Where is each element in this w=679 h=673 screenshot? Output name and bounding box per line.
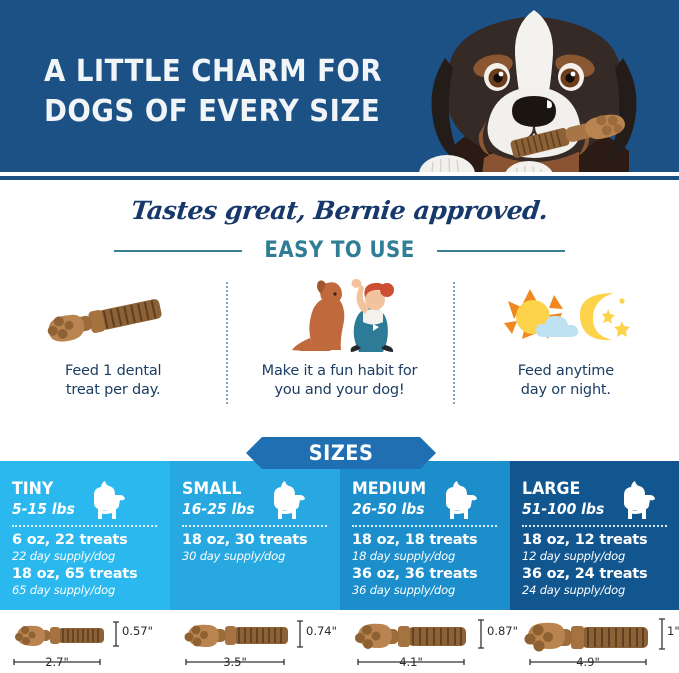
sku-main: 36 oz, 24 treats bbox=[522, 566, 648, 583]
sizes-banner-label: SIZES bbox=[308, 441, 374, 465]
divider-dots bbox=[522, 525, 667, 528]
width-label: 4.1" bbox=[399, 655, 423, 669]
sku-sub: 30 day supply/dog bbox=[182, 548, 286, 563]
size-header: TINY 5-15 lbs bbox=[12, 479, 170, 519]
dog-silhouette-icon bbox=[274, 481, 306, 519]
sku-main: 18 oz, 65 treats bbox=[12, 566, 138, 583]
hero-title-line-2: DOGS OF EVERY SIZE bbox=[44, 93, 381, 129]
rule-right bbox=[437, 249, 566, 252]
divider-dots bbox=[12, 525, 157, 528]
treat-profile-icon bbox=[355, 623, 466, 649]
dimension-lines bbox=[185, 620, 303, 665]
dental-treat-icon bbox=[47, 276, 179, 356]
hero-title: A LITTLE CHARM FOR DOGS OF EVERY SIZE bbox=[44, 52, 403, 132]
measurement-cell-tiny: 0.57" 2.7" bbox=[0, 610, 170, 673]
sku-sub: 65 day supply/dog bbox=[12, 582, 116, 597]
step-item: Feed anytime day or night. bbox=[452, 272, 679, 422]
easy-to-use-title: EASY TO USE bbox=[264, 238, 415, 263]
dimension-lines bbox=[529, 618, 665, 665]
size-columns-row: TINY 5-15 lbs 6 oz, 22 treats 22 day sup… bbox=[0, 461, 679, 610]
measurement-cell-small: 0.74" 3.5" bbox=[170, 610, 340, 673]
bernese-mountain-dog-illustration bbox=[419, 10, 637, 172]
hero-divider-line bbox=[0, 176, 679, 180]
step-caption-line-2: treat per day. bbox=[65, 382, 161, 399]
size-column-large: LARGE 51-100 lbs 18 oz, 12 treats 12 day… bbox=[510, 461, 679, 610]
easy-to-use-header: EASY TO USE bbox=[0, 238, 679, 263]
step-item: Feed 1 dental treat per day. bbox=[0, 272, 226, 422]
step-caption-line-2: day or night. bbox=[520, 382, 611, 399]
divider-dots bbox=[182, 525, 327, 528]
dog-silhouette-icon bbox=[93, 481, 125, 519]
size-name: LARGE bbox=[522, 479, 581, 499]
size-name: MEDIUM bbox=[352, 479, 427, 499]
sku-main: 36 oz, 36 treats bbox=[352, 566, 478, 583]
sku-item: 6 oz, 22 treats 22 day supply/dog bbox=[12, 532, 170, 563]
dog-silhouette-icon bbox=[445, 481, 477, 519]
steps-row: Feed 1 dental treat per day. bbox=[0, 272, 679, 422]
step-item: Make it a fun habit for you and your dog… bbox=[226, 272, 452, 422]
width-label: 3.5" bbox=[223, 655, 247, 669]
height-label: 0.57" bbox=[122, 624, 153, 638]
sku-main: 18 oz, 12 treats bbox=[522, 532, 648, 549]
sku-sub: 36 day supply/dog bbox=[352, 582, 456, 597]
treat-profile-icon bbox=[184, 624, 288, 647]
measurements-row: 0.57" 2.7" 0.74" 3.5" bbox=[0, 610, 679, 673]
size-name: SMALL bbox=[182, 479, 242, 499]
sku-item: 36 oz, 24 treats 24 day supply/dog bbox=[522, 566, 679, 597]
sku-sub: 18 day supply/dog bbox=[352, 548, 456, 563]
dog-silhouette-icon bbox=[624, 481, 656, 519]
tagline: Tastes great, Bernie approved. bbox=[129, 196, 550, 225]
measurement-cell-large: 1" 4.9" bbox=[510, 610, 679, 673]
sku-item: 36 oz, 36 treats 36 day supply/dog bbox=[352, 566, 510, 597]
width-label: 4.9" bbox=[576, 655, 600, 669]
sku-sub: 12 day supply/dog bbox=[522, 548, 626, 563]
sku-item: 18 oz, 65 treats 65 day supply/dog bbox=[12, 566, 170, 597]
size-column-medium: MEDIUM 26-50 lbs 18 oz, 18 treats 18 day… bbox=[340, 461, 510, 610]
step-caption: Feed anytime day or night. bbox=[518, 362, 614, 400]
step-caption-line-1: Make it a fun habit for bbox=[261, 363, 418, 379]
treat-profile-icon bbox=[524, 622, 648, 652]
sku-sub: 24 day supply/dog bbox=[522, 582, 626, 597]
sku-item: 18 oz, 18 treats 18 day supply/dog bbox=[352, 532, 510, 563]
sku-main: 6 oz, 22 treats bbox=[12, 532, 128, 549]
size-column-small: SMALL 16-25 lbs 18 oz, 30 treats 30 day … bbox=[170, 461, 340, 610]
sku-item: 18 oz, 12 treats 12 day supply/dog bbox=[522, 532, 679, 563]
size-header: SMALL 16-25 lbs bbox=[182, 479, 340, 519]
dimension-lines bbox=[13, 621, 119, 665]
treat-profile-icon bbox=[15, 625, 104, 646]
size-header: MEDIUM 26-50 lbs bbox=[352, 479, 510, 519]
measurement-cell-medium: 0.87" 4.1" bbox=[340, 610, 518, 673]
size-weight: 16-25 lbs bbox=[182, 499, 255, 518]
sku-sub: 22 day supply/dog bbox=[12, 548, 116, 563]
sizes-banner: SIZES bbox=[246, 437, 436, 469]
step-caption-line-1: Feed anytime bbox=[517, 363, 614, 379]
size-weight: 5-15 lbs bbox=[12, 499, 75, 518]
hero-banner: A LITTLE CHARM FOR DOGS OF EVERY SIZE bbox=[0, 0, 679, 172]
size-header: LARGE 51-100 lbs bbox=[522, 479, 679, 519]
step-caption-line-1: Feed 1 dental bbox=[64, 363, 162, 379]
height-label: 1" bbox=[667, 624, 679, 638]
sku-main: 18 oz, 18 treats bbox=[352, 532, 478, 549]
size-name: TINY bbox=[12, 479, 54, 499]
size-weight: 51-100 lbs bbox=[522, 499, 605, 518]
dimension-lines bbox=[357, 619, 484, 665]
sun-cloud-moon-icon bbox=[496, 276, 636, 356]
rule-left bbox=[113, 249, 242, 252]
divider-dots bbox=[352, 525, 497, 528]
sku-item: 18 oz, 30 treats 30 day supply/dog bbox=[182, 532, 340, 563]
height-label: 0.74" bbox=[306, 624, 337, 638]
step-caption-line-2: you and your dog! bbox=[274, 382, 405, 399]
step-caption: Make it a fun habit for you and your dog… bbox=[262, 362, 418, 400]
size-column-tiny: TINY 5-15 lbs 6 oz, 22 treats 22 day sup… bbox=[0, 461, 170, 610]
step-caption: Feed 1 dental treat per day. bbox=[64, 362, 162, 400]
girl-high-fiving-dog-icon bbox=[277, 276, 401, 356]
size-weight: 26-50 lbs bbox=[352, 499, 425, 518]
sku-main: 18 oz, 30 treats bbox=[182, 532, 308, 549]
hero-title-line-1: A LITTLE CHARM FOR bbox=[44, 54, 383, 89]
width-label: 2.7" bbox=[45, 655, 69, 669]
height-label: 0.87" bbox=[487, 624, 518, 638]
